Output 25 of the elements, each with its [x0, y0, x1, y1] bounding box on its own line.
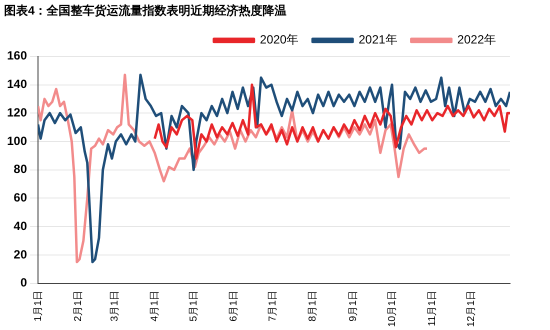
y-tick-label: 80: [14, 162, 28, 176]
legend-label: 2020年: [260, 32, 299, 47]
y-tick-label: 60: [14, 190, 28, 205]
x-tick-label: 8月1日: [308, 290, 319, 322]
y-tick-label: 160: [6, 48, 28, 63]
legend-label: 2021年: [358, 32, 398, 47]
x-tick-label: 7月1日: [267, 290, 278, 322]
x-tick-label: 2月1日: [72, 290, 84, 322]
x-tick-label: 12月1日: [466, 290, 477, 328]
legend-label: 2022年: [457, 32, 496, 47]
y-tick-label: 100: [6, 134, 28, 148]
chart-title: 图表4：全国整车货运流量指数表明近期经济热度降温: [4, 4, 287, 18]
y-tick-label: 0: [20, 276, 28, 290]
y-tick-label: 120: [6, 105, 28, 120]
x-tick-label: 5月1日: [188, 290, 200, 322]
x-tick-label: 11月1日: [426, 290, 438, 326]
x-tick-label: 3月1日: [109, 290, 120, 322]
y-tick-label: 140: [6, 77, 28, 92]
x-tick-label: 4月1日: [149, 290, 160, 322]
x-tick-label: 1月1日: [32, 290, 44, 322]
x-tick-label: 10月1日: [386, 290, 398, 328]
y-tick-label: 20: [14, 247, 28, 262]
x-tick-label: 9月1日: [348, 290, 359, 322]
y-tick-label: 40: [14, 218, 28, 233]
x-tick-label: 6月1日: [228, 290, 240, 322]
